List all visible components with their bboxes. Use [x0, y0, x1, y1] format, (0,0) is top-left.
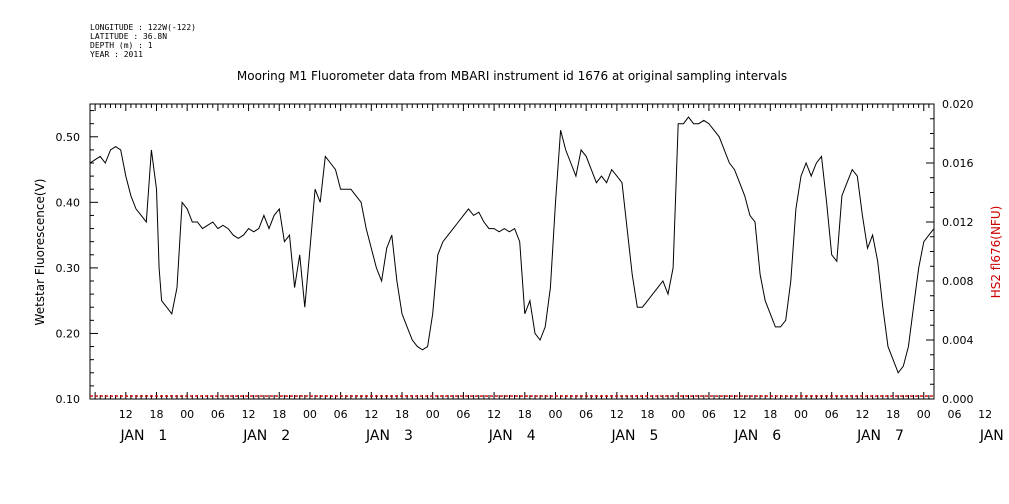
y-tick-label-right: 0.012: [942, 216, 974, 229]
x-tick-label: 06: [456, 408, 470, 421]
y-tick-label-right: 0.004: [942, 334, 974, 347]
x-tick-label: 06: [947, 408, 961, 421]
y-tick-label-right: 0.008: [942, 275, 974, 288]
x-tick-label: 18: [763, 408, 777, 421]
x-tick-label: 00: [794, 408, 808, 421]
x-day-label: JAN 5: [611, 428, 659, 444]
x-tick-label: 18: [641, 408, 655, 421]
chart-title: Mooring M1 Fluorometer data from MBARI i…: [237, 69, 787, 83]
x-tick-label: 06: [579, 408, 593, 421]
x-tick-label: 06: [702, 408, 716, 421]
x-tick-label: 06: [825, 408, 839, 421]
x-day-label: JAN 6: [733, 428, 781, 444]
x-tick-label: 18: [886, 408, 900, 421]
y-tick-label-right: 0.016: [942, 157, 974, 170]
x-tick-label: 06: [334, 408, 348, 421]
x-day-label: JAN 7: [856, 428, 904, 444]
x-day-label: JAN8: [979, 428, 1009, 444]
x-tick-label: 12: [119, 408, 133, 421]
x-day-label: JAN 3: [365, 428, 413, 444]
series-line-1: [89, 116, 935, 374]
y-axis-right-labels: 0.000 0.004 0.008 0.012 0.016 0.020: [942, 98, 974, 406]
y-axis-right-title: HS2 fl676(NFU): [989, 206, 1003, 299]
x-tick-label: 12: [978, 408, 992, 421]
y-tick-label-right: 0.020: [942, 98, 974, 111]
x-tick-label: 12: [242, 408, 256, 421]
y-tick-label-left: 0.50: [56, 131, 81, 144]
meta-line-3: DEPTH (m) : 1: [90, 41, 153, 50]
x-tick-label: 12: [487, 408, 501, 421]
x-tick-label: 00: [917, 408, 931, 421]
x-tick-label: 12: [855, 408, 869, 421]
y-tick-label-left: 0.40: [56, 196, 81, 209]
metadata-block: LONGITUDE : 122W(-122) LATITUDE : 36.8N …: [90, 23, 196, 59]
x-day-label: JAN 4: [488, 428, 536, 444]
x-tick-label: 12: [610, 408, 624, 421]
x-tick-label: 18: [395, 408, 409, 421]
tick-marks: [89, 103, 935, 400]
x-day-label: JAN 1: [119, 428, 167, 444]
x-tick-label: 12: [364, 408, 378, 421]
series-layer: [89, 116, 935, 397]
x-tick-label: 12: [733, 408, 747, 421]
y-axis-left-title: Wetstar Fluorescence(V): [33, 179, 47, 326]
x-tick-label: 00: [671, 408, 685, 421]
y-tick-label-left: 0.30: [56, 262, 81, 275]
x-tick-label: 06: [211, 408, 225, 421]
x-tick-label: 00: [303, 408, 317, 421]
y-tick-label-right: 0.000: [942, 393, 974, 406]
meta-line-4: YEAR : 2011: [90, 50, 143, 59]
y-axis-left-labels: 0.10 0.20 0.30 0.40 0.50: [56, 131, 81, 406]
x-tick-label: 00: [426, 408, 440, 421]
plot-frame: [89, 103, 935, 400]
meta-line-2: LATITUDE : 36.8N: [90, 32, 167, 41]
x-tick-label: 18: [272, 408, 286, 421]
y-tick-label-left: 0.10: [56, 393, 81, 406]
x-tick-label: 18: [518, 408, 532, 421]
x-axis-hour-labels: 12 18 00 06 12 18 00 06 12 18 00 06 12 18 00 06 12 18 00 06…: [119, 408, 1009, 421]
y-tick-label-left: 0.20: [56, 327, 81, 340]
x-tick-label: 00: [180, 408, 194, 421]
x-tick-label: 18: [149, 408, 163, 421]
meta-line-1: LONGITUDE : 122W(-122): [90, 23, 196, 32]
x-tick-label: 00: [548, 408, 562, 421]
x-day-label: JAN 2: [242, 428, 290, 444]
